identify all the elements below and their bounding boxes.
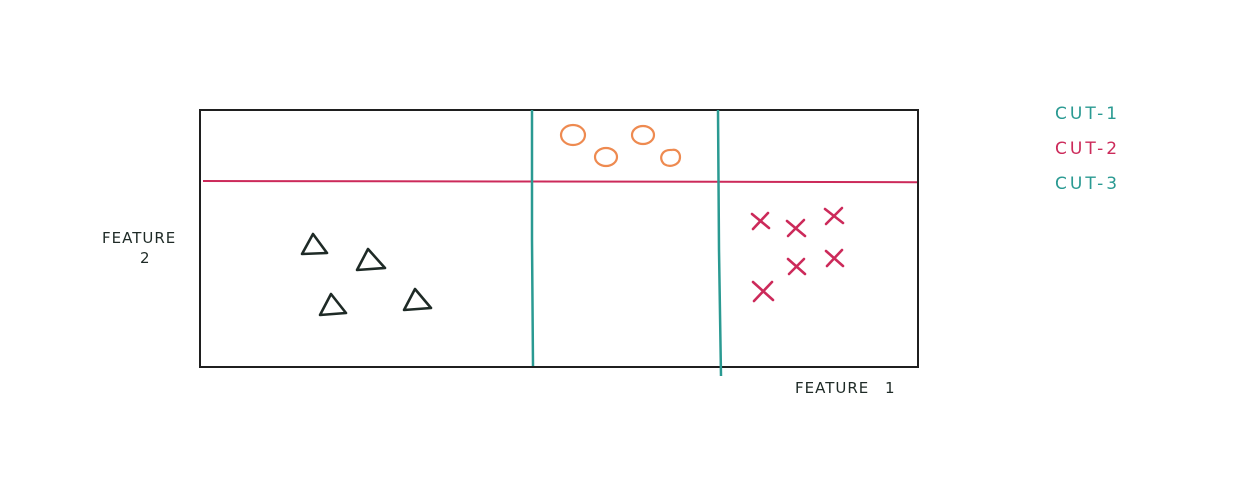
triangle-icon (402, 287, 433, 312)
cross-icon (785, 218, 807, 238)
cross-icon (823, 206, 845, 226)
triangle-group (300, 232, 433, 317)
cut-1-line (530, 110, 535, 367)
cross-icon (786, 257, 807, 276)
y-axis-label-line1: FEATURE (102, 229, 176, 247)
cut-3-line (716, 109, 723, 377)
x-axis-label: FEATURE 1 (795, 379, 896, 397)
cross-icon (750, 211, 771, 231)
plot-frame (199, 109, 919, 368)
legend: CUT-1 CUT-2 CUT-3 (1055, 104, 1120, 194)
triangle-icon (300, 232, 329, 256)
circle-icon (559, 123, 587, 147)
cross-group (750, 206, 845, 303)
cross-icon (751, 280, 775, 303)
circle-icon (660, 148, 682, 167)
circle-group (559, 123, 682, 168)
triangle-icon (355, 247, 387, 272)
triangle-icon (318, 292, 348, 317)
y-axis-label-line2: 2 (140, 249, 151, 267)
circle-icon (630, 124, 656, 146)
legend-cut-2: CUT-2 (1055, 139, 1120, 159)
cut-2-line (202, 180, 918, 184)
legend-cut-3: CUT-3 (1055, 174, 1120, 194)
cross-icon (824, 248, 845, 268)
legend-cut-1: CUT-1 (1055, 104, 1120, 124)
circle-icon (593, 146, 619, 168)
